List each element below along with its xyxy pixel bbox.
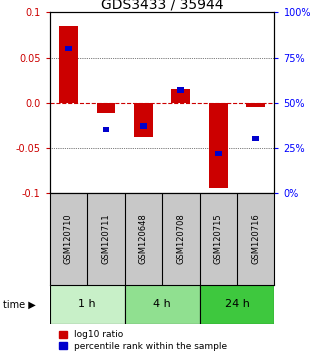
Bar xyxy=(200,285,274,324)
Bar xyxy=(97,103,115,114)
Bar xyxy=(59,26,78,103)
Bar xyxy=(103,127,109,132)
Text: GSM120708: GSM120708 xyxy=(176,213,185,264)
Text: time ▶: time ▶ xyxy=(3,299,36,309)
Title: GDS3433 / 35944: GDS3433 / 35944 xyxy=(101,0,223,11)
Bar xyxy=(252,136,259,142)
Bar xyxy=(125,285,200,324)
Text: GSM120710: GSM120710 xyxy=(64,213,73,264)
Text: GSM120715: GSM120715 xyxy=(214,213,223,264)
Bar xyxy=(178,87,184,93)
Text: 24 h: 24 h xyxy=(225,299,249,309)
Bar xyxy=(171,89,190,103)
Text: GSM120648: GSM120648 xyxy=(139,213,148,264)
Text: GSM120711: GSM120711 xyxy=(101,213,110,264)
Text: 4 h: 4 h xyxy=(153,299,171,309)
Bar xyxy=(247,103,265,107)
Bar xyxy=(50,285,125,324)
Bar xyxy=(65,46,72,51)
Bar xyxy=(134,103,153,137)
Bar xyxy=(209,103,228,188)
Text: GSM120716: GSM120716 xyxy=(251,213,260,264)
Legend: log10 ratio, percentile rank within the sample: log10 ratio, percentile rank within the … xyxy=(57,329,229,353)
Text: 1 h: 1 h xyxy=(78,299,96,309)
Bar xyxy=(215,150,221,156)
Bar xyxy=(140,124,147,129)
